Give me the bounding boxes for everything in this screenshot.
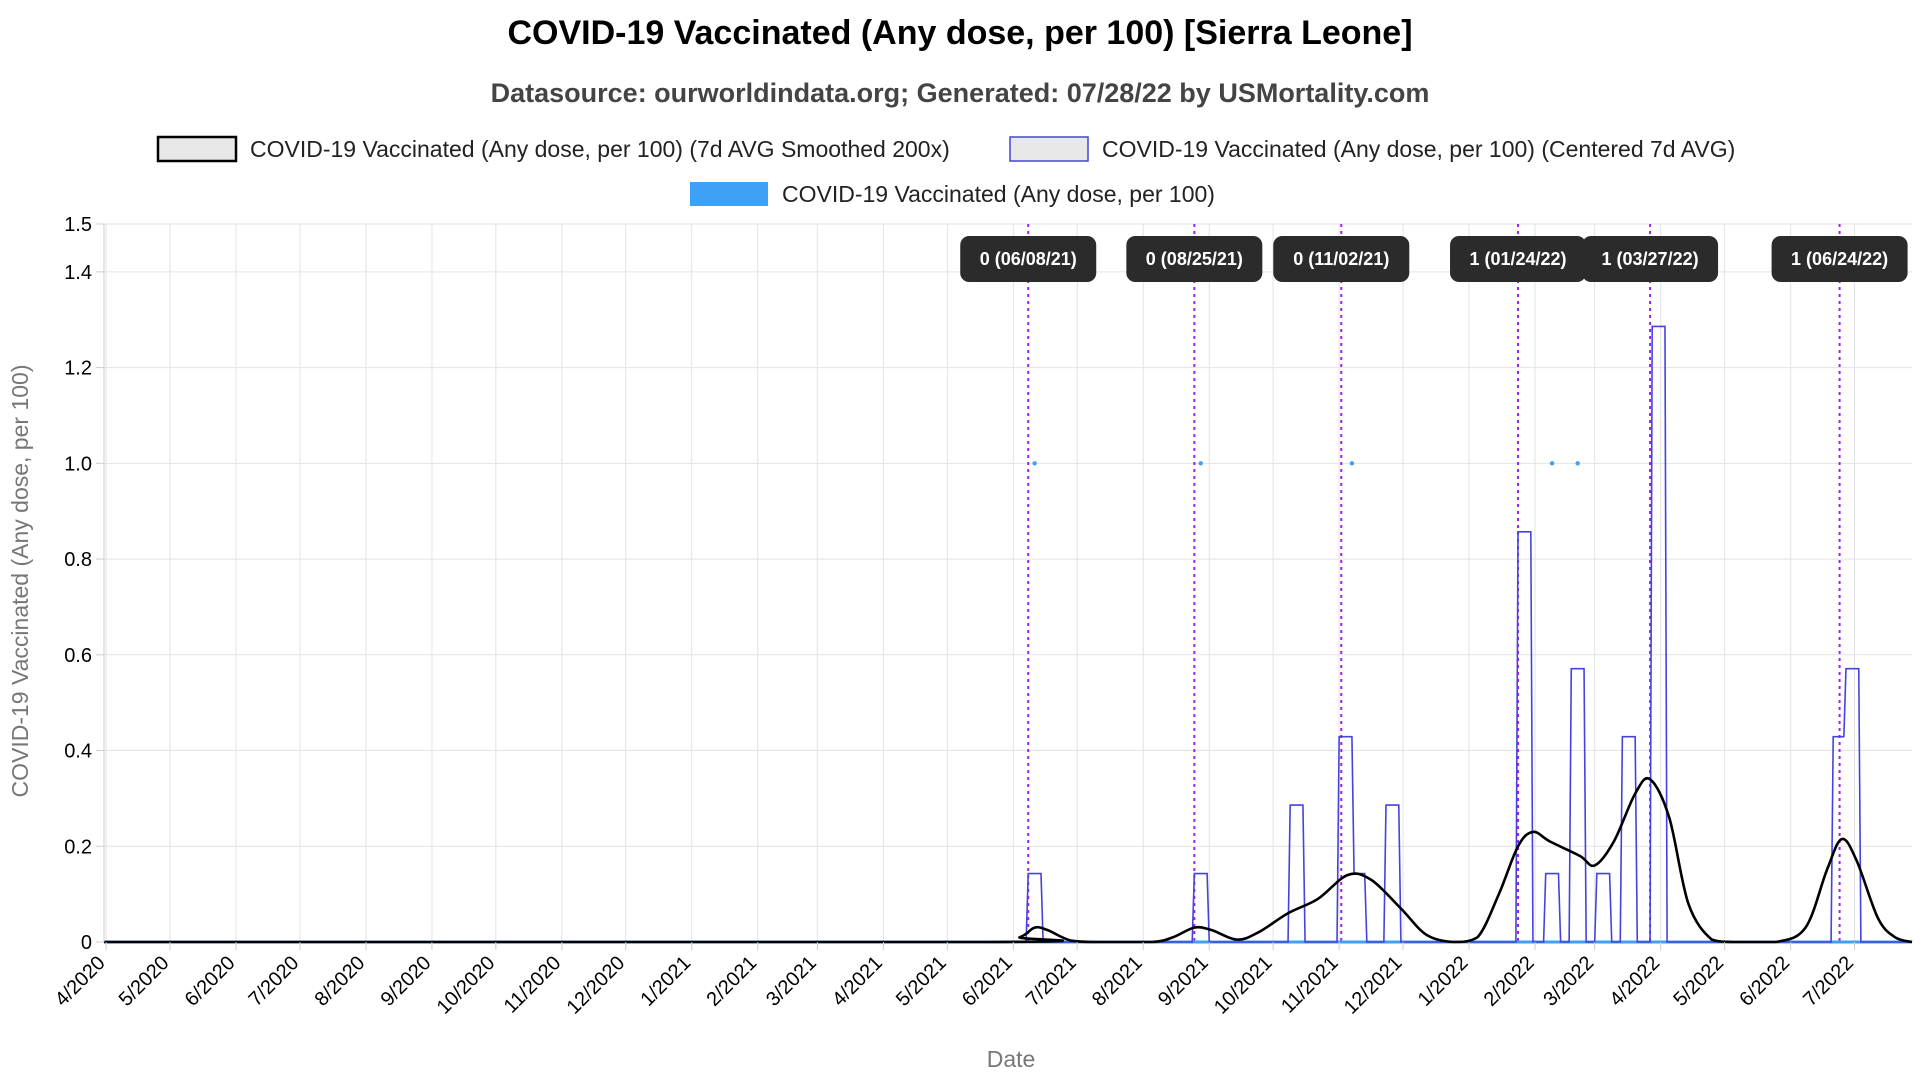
x-tick-label: 5/2020 [115,952,174,1011]
annotation-badge-label: 1 (06/24/22) [1791,249,1888,269]
axes-layer: 00.20.40.60.81.01.21.41.54/2020 5/2020 6/2… [51,214,1858,1019]
annotation-badge-bg [1771,236,1908,282]
series-raw-point [1549,461,1555,466]
x-tick-label: 6/2022 [1735,952,1794,1011]
x-tick-label: 5/2022 [1669,952,1728,1011]
y-axis-title: COVID-19 Vaccinated (Any dose, per 100) [7,365,33,798]
x-tick-label: 9/2021 [1154,952,1213,1011]
y-tick-label: 1.5 [64,214,92,236]
x-tick-label: 4/2021 [828,952,887,1011]
series-centered-7d-avg-line [104,325,1912,943]
y-tick-label: 1.2 [64,358,92,380]
legend-label: COVID-19 Vaccinated (Any dose, per 100) … [1102,136,1735,162]
y-tick-label: 0.2 [64,836,92,858]
chart-title: COVID-19 Vaccinated (Any dose, per 100) … [507,14,1413,52]
x-tick-label: 4/2022 [1605,952,1664,1011]
annotation-badge-bg [1126,236,1263,282]
annotation-badge-label: 1 (03/27/22) [1602,249,1699,269]
x-tick-label: 2/2021 [703,952,762,1011]
x-tick-label: 10/2021 [1210,952,1277,1019]
x-tick-label: 10/2020 [433,952,500,1019]
x-tick-label: 12/2020 [563,952,630,1019]
series-smoothed-line [104,776,1913,944]
legend-swatch [156,135,238,163]
x-tick-label: 7/2021 [1022,952,1081,1011]
x-tick-label: 6/2021 [958,952,1017,1011]
series-raw-point [1198,461,1203,466]
y-tick-label: 1.4 [64,262,92,284]
annotation-badge: 1 (06/24/22) [1771,236,1908,282]
x-tick-label: 6/2020 [181,952,240,1011]
grid-layer [104,223,1912,943]
annotation-lines [1027,224,1841,942]
y-tick-label: 1.0 [64,453,92,475]
annotation-badge-bg [1273,236,1410,282]
legend-item[interactable]: COVID-19 Vaccinated (Any dose, per 100) [690,181,1215,207]
x-tick-label: 12/2021 [1340,952,1407,1019]
y-tick-label: 0.8 [64,549,92,571]
x-tick-label: 7/2020 [245,952,304,1011]
x-tick-label: 11/2020 [500,952,566,1018]
x-tick-label: 5/2021 [892,952,951,1011]
annotation-badge-label: 0 (11/02/21) [1293,249,1389,269]
x-tick-label: 7/2022 [1799,952,1858,1011]
annotation-badge-bg [1582,236,1719,282]
x-axis-title: Date [987,1046,1036,1072]
legend-swatch [1009,136,1089,162]
legend: COVID-19 Vaccinated (Any dose, per 100) … [156,135,1735,207]
legend-item[interactable]: COVID-19 Vaccinated (Any dose, per 100) … [1009,136,1735,162]
annotation-badge-bg [1450,236,1587,282]
annotation-badge-bg [960,236,1097,282]
series-raw-point [1575,461,1580,466]
x-tick-label: 1/2022 [1414,952,1473,1011]
legend-label: COVID-19 Vaccinated (Any dose, per 100) [782,181,1215,207]
y-tick-label: 0 [81,932,92,954]
y-tick-label: 0.4 [64,741,92,763]
annotation-badge: 0 (11/02/21) [1273,236,1410,282]
chart-subtitle: Datasource: ourworldindata.org; Generate… [490,78,1430,108]
x-tick-label: 8/2020 [311,952,370,1011]
annotation-badge-label: 0 (06/08/21) [980,249,1077,269]
annotation-badge: 1 (01/24/22) [1450,236,1587,282]
y-tick-label: 0.6 [64,645,92,667]
annotation-badge: 0 (08/25/21) [1126,236,1263,282]
annotation-badge: 1 (03/27/22) [1582,236,1719,282]
x-tick-label: 4/2020 [51,952,110,1011]
legend-item[interactable]: COVID-19 Vaccinated (Any dose, per 100) … [156,135,950,163]
x-tick-label: 3/2022 [1539,952,1598,1011]
x-tick-label: 1/2021 [636,952,695,1011]
legend-label: COVID-19 Vaccinated (Any dose, per 100) … [250,136,950,162]
x-tick-label: 8/2021 [1088,952,1147,1011]
series-layer [104,325,1913,944]
annotation-badge-label: 0 (08/25/21) [1146,249,1243,269]
x-tick-label: 3/2021 [762,952,821,1011]
annotation-badge: 0 (06/08/21) [960,236,1097,282]
x-tick-label: 2/2022 [1480,952,1539,1011]
legend-swatch [690,182,768,206]
x-tick-label: 9/2020 [377,952,436,1011]
annotation-badges: 0 (06/08/21) 0 (08/25/21) 0 (11/02/21) 1 (0… [960,236,1908,282]
series-raw-point [1032,461,1037,466]
series-raw-point [1349,461,1355,466]
annotation-badge-label: 1 (01/24/22) [1469,249,1566,269]
x-tick-label: 11/2021 [1277,952,1343,1018]
